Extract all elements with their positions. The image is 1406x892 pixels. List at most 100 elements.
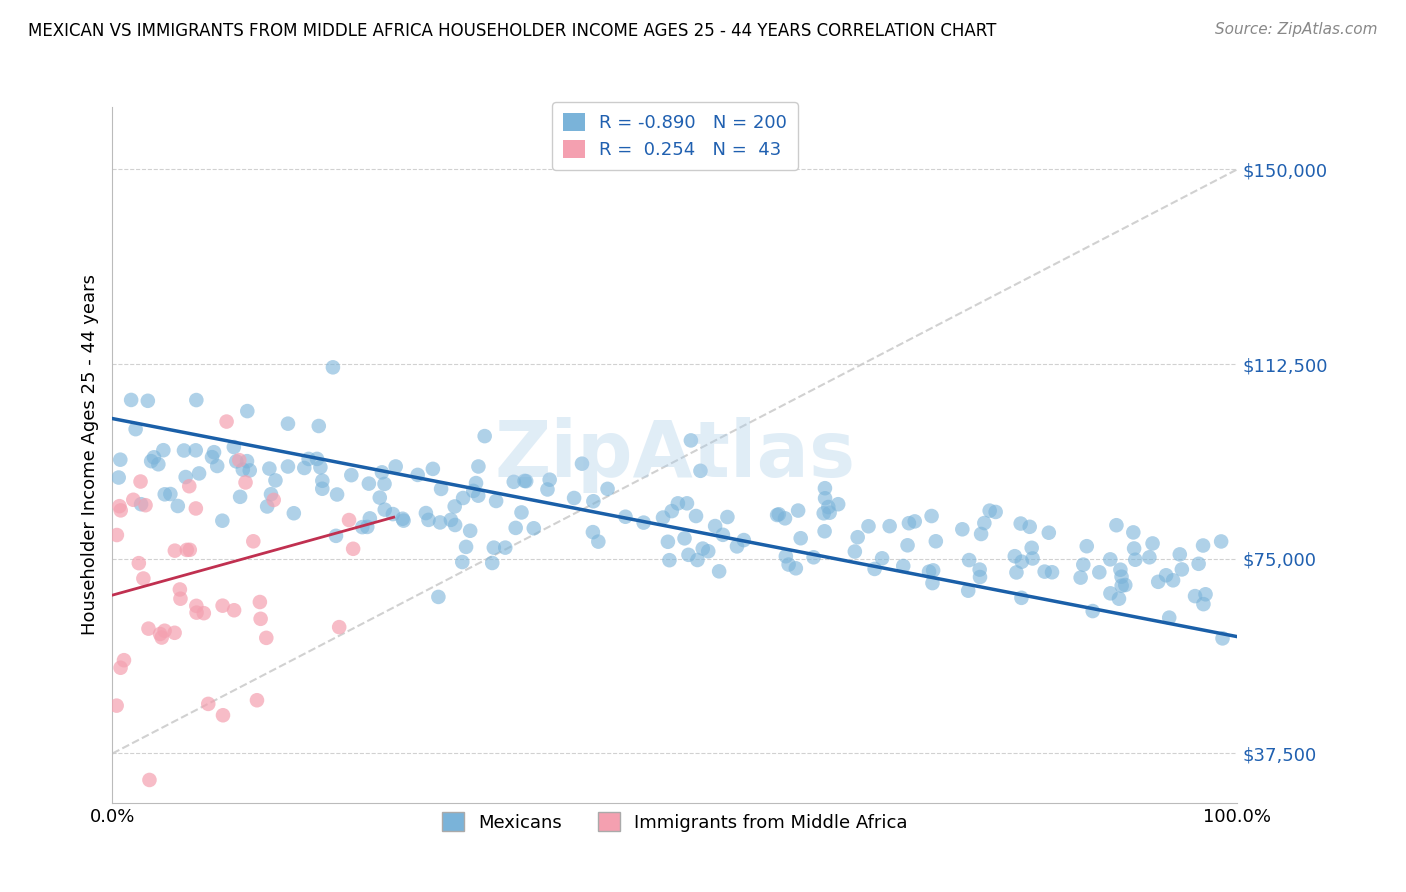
Point: [482, 541, 505, 555]
Point: [973, 516, 995, 530]
Point: [205, 458, 228, 473]
Point: [536, 483, 558, 497]
Point: [176, 542, 198, 557]
Point: [692, 541, 714, 556]
Point: [1188, 557, 1211, 571]
Point: [814, 481, 837, 495]
Point: [1005, 566, 1028, 580]
Point: [538, 473, 561, 487]
Point: [897, 516, 920, 531]
Point: [768, 508, 790, 522]
Point: [184, 501, 207, 516]
Text: ZipAtlas: ZipAtlas: [495, 417, 855, 493]
Point: [308, 419, 330, 434]
Point: [716, 510, 738, 524]
Point: [814, 491, 837, 506]
Point: [523, 521, 546, 535]
Point: [201, 450, 224, 464]
Point: [685, 509, 707, 524]
Point: [1038, 525, 1060, 540]
Point: [1081, 604, 1104, 618]
Point: [415, 506, 437, 520]
Point: [970, 527, 993, 541]
Legend: Mexicans, Immigrants from Middle Africa: Mexicans, Immigrants from Middle Africa: [432, 801, 918, 842]
Point: [444, 518, 467, 533]
Point: [309, 460, 332, 475]
Point: [1088, 566, 1111, 580]
Point: [169, 591, 191, 606]
Point: [141, 454, 163, 468]
Point: [1108, 591, 1130, 606]
Point: [657, 534, 679, 549]
Point: [283, 506, 305, 520]
Point: [789, 531, 811, 545]
Point: [879, 519, 901, 533]
Point: [381, 507, 404, 521]
Point: [108, 499, 131, 513]
Point: [222, 440, 245, 454]
Point: [174, 470, 197, 484]
Point: [148, 457, 170, 471]
Point: [979, 503, 1001, 517]
Point: [1010, 516, 1032, 531]
Point: [242, 534, 264, 549]
Point: [1033, 565, 1056, 579]
Point: [430, 482, 453, 496]
Point: [264, 474, 287, 488]
Point: [896, 538, 918, 552]
Point: [813, 506, 835, 520]
Point: [458, 524, 481, 538]
Point: [921, 576, 943, 591]
Point: [277, 459, 299, 474]
Point: [596, 482, 619, 496]
Point: [340, 468, 363, 483]
Point: [661, 504, 683, 518]
Point: [342, 541, 364, 556]
Point: [1018, 520, 1040, 534]
Point: [505, 521, 527, 535]
Point: [707, 565, 730, 579]
Point: [689, 464, 711, 478]
Point: [153, 487, 176, 501]
Point: [249, 612, 271, 626]
Point: [1109, 563, 1132, 577]
Point: [686, 553, 709, 567]
Point: [186, 599, 208, 613]
Point: [440, 513, 463, 527]
Point: [485, 494, 508, 508]
Point: [922, 563, 945, 577]
Point: [1070, 571, 1092, 585]
Point: [406, 467, 429, 482]
Point: [211, 514, 233, 528]
Point: [1137, 550, 1160, 565]
Point: [465, 476, 488, 491]
Point: [969, 563, 991, 577]
Point: [1159, 610, 1181, 624]
Point: [673, 532, 696, 546]
Point: [679, 434, 702, 448]
Point: [277, 417, 299, 431]
Point: [813, 524, 835, 539]
Point: [128, 556, 150, 570]
Point: [359, 511, 381, 525]
Point: [451, 555, 474, 569]
Point: [766, 508, 789, 522]
Point: [775, 549, 797, 564]
Point: [1021, 541, 1043, 555]
Point: [454, 540, 477, 554]
Point: [785, 561, 807, 575]
Y-axis label: Householder Income Ages 25 - 44 years: Householder Income Ages 25 - 44 years: [80, 275, 98, 635]
Point: [817, 500, 839, 514]
Point: [173, 443, 195, 458]
Point: [778, 558, 800, 572]
Point: [984, 505, 1007, 519]
Point: [371, 466, 394, 480]
Point: [704, 519, 727, 533]
Point: [236, 404, 259, 418]
Point: [328, 620, 350, 634]
Point: [163, 543, 186, 558]
Point: [969, 570, 991, 584]
Point: [773, 511, 796, 525]
Point: [135, 498, 157, 512]
Point: [502, 475, 524, 489]
